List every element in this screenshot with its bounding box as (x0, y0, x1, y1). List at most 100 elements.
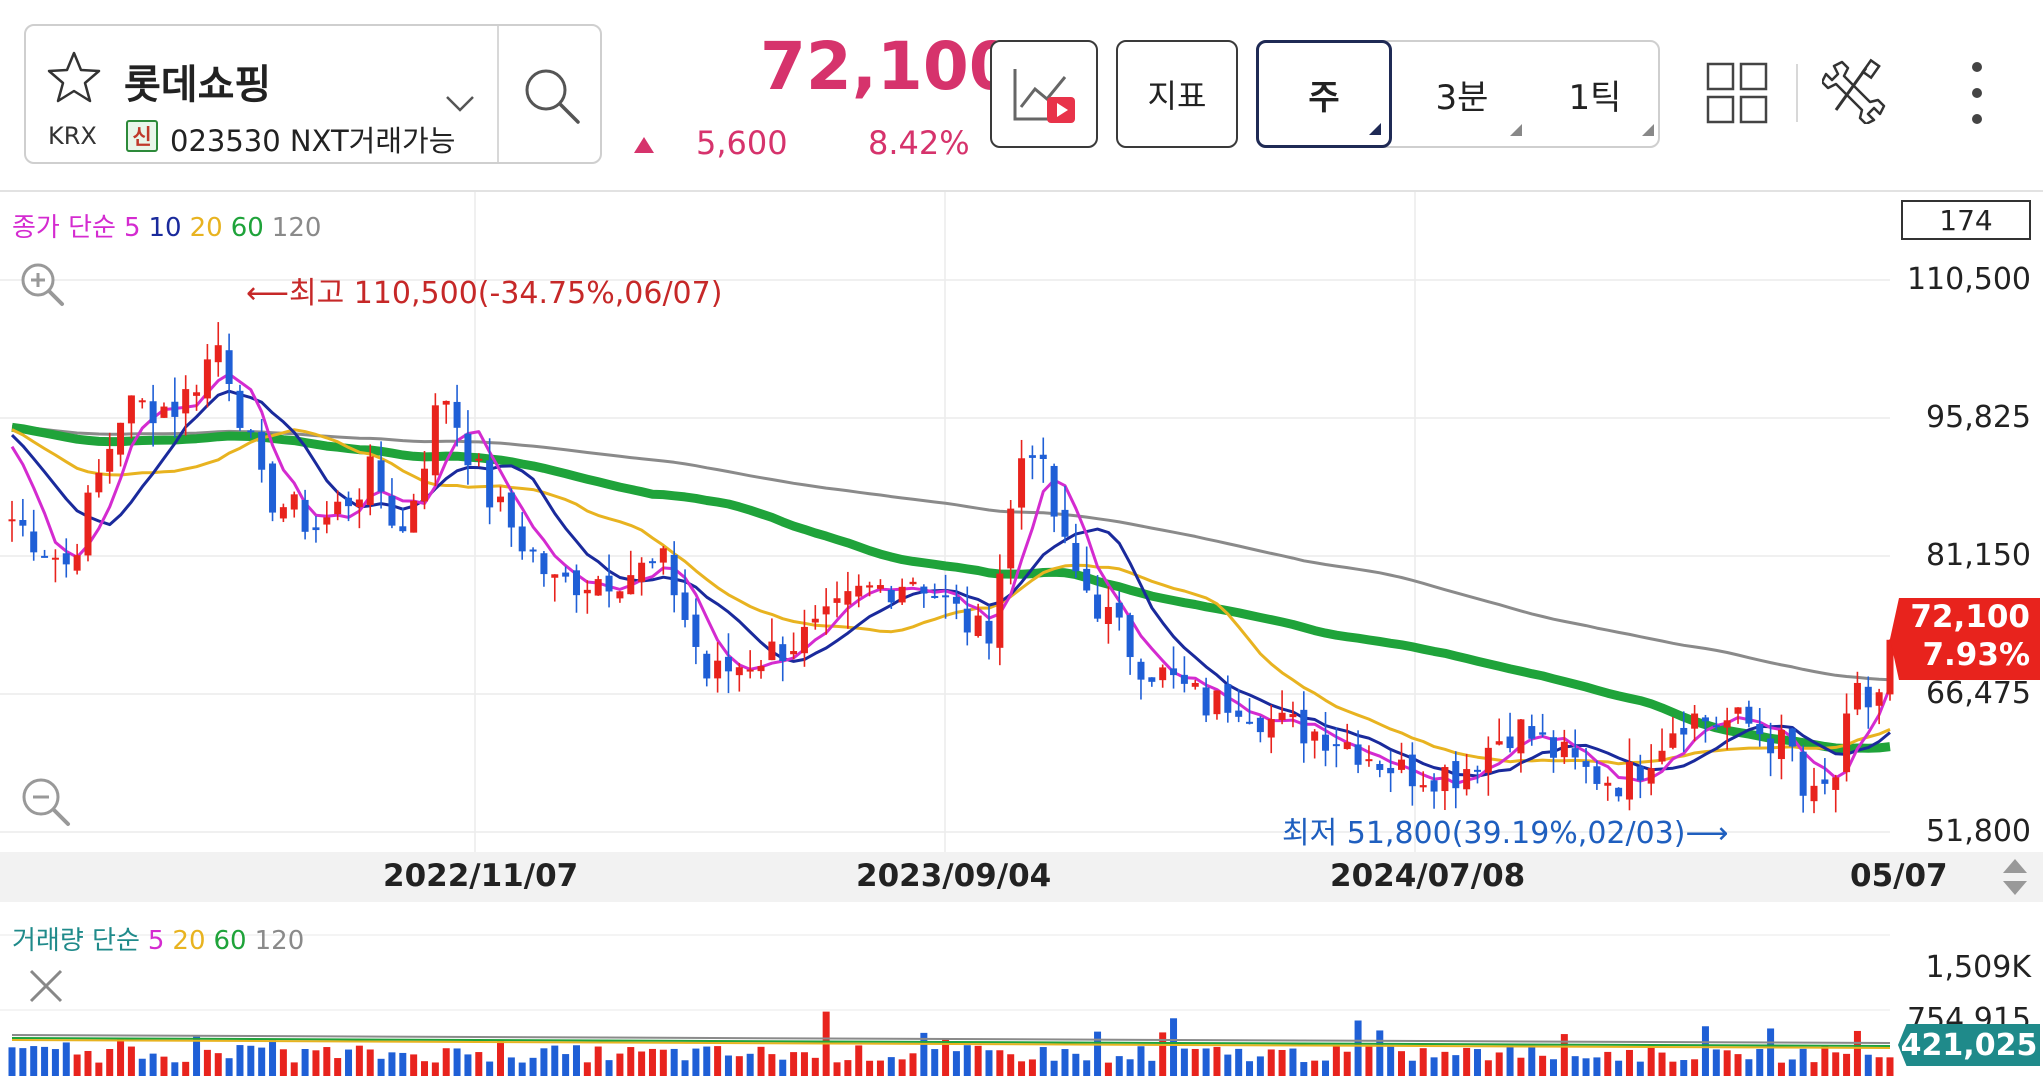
candle (1463, 769, 1471, 790)
period-1tick-button[interactable]: 1틱 (1528, 42, 1662, 146)
chart-video-button[interactable] (990, 40, 1098, 148)
candle (876, 585, 884, 589)
x-axis-band[interactable] (0, 852, 2043, 902)
candle (1734, 707, 1742, 714)
candle (1799, 751, 1807, 796)
volume-bar (1343, 1051, 1351, 1076)
volume-bar (160, 1056, 168, 1076)
candle (1582, 761, 1590, 767)
candle (1094, 594, 1102, 619)
stock-selector[interactable]: 롯데쇼핑 KRX 신 023530 NXT거래가능 (24, 24, 602, 164)
candle (496, 496, 504, 503)
candle (942, 595, 950, 598)
search-icon[interactable] (516, 60, 588, 132)
candle (529, 549, 537, 552)
candle-count-box[interactable]: 174 (1901, 200, 2031, 240)
candle (1615, 787, 1623, 797)
period-3min-button[interactable]: 3분 (1394, 42, 1530, 146)
volume-bar (1213, 1046, 1221, 1076)
indicator-button[interactable]: 지표 (1116, 40, 1238, 148)
candle (746, 669, 754, 672)
volume-bar (1701, 1026, 1709, 1076)
volume-bar (1430, 1057, 1438, 1076)
candle (1180, 674, 1188, 684)
candle (1018, 458, 1026, 508)
volume-bar (692, 1048, 700, 1076)
volume-bar (1408, 1060, 1416, 1076)
volume-bar (290, 1062, 298, 1076)
candle (1767, 738, 1775, 754)
candle (1115, 602, 1123, 618)
candle (334, 501, 342, 515)
volume-bar (1289, 1048, 1297, 1076)
candle (551, 574, 559, 578)
volume-bar (1018, 1061, 1026, 1076)
candle (312, 527, 320, 531)
volume-bar (1235, 1048, 1243, 1076)
candle (1061, 509, 1069, 537)
candle (724, 656, 732, 672)
ma10-legend: 10 (148, 213, 182, 243)
volume-bar (1767, 1028, 1775, 1076)
candle (1354, 744, 1362, 765)
volume-bar (1170, 1018, 1178, 1076)
candle (1636, 766, 1644, 781)
volume-bar (486, 1061, 494, 1076)
candle (800, 626, 808, 654)
favorite-star-icon[interactable] (44, 48, 104, 108)
volume-bar (345, 1049, 353, 1076)
zoom-out-icon[interactable] (18, 774, 72, 828)
volume-bar (1072, 1053, 1080, 1076)
current-price-tag: 72,100 7.93% (1890, 598, 2040, 680)
candle (1202, 687, 1210, 716)
volume-bar (811, 1057, 819, 1076)
volume-bar (920, 1032, 928, 1076)
volume-legend[interactable]: 거래량 단순 5 20 60 120 (12, 920, 312, 957)
candle (1875, 692, 1883, 706)
scroll-updown-icon[interactable] (2000, 856, 2030, 898)
volume-bar (638, 1051, 646, 1076)
volume-bar (1126, 1059, 1134, 1076)
tools-icon[interactable] (1822, 58, 1888, 124)
volume-bar (1517, 1057, 1525, 1076)
candle (1289, 714, 1297, 718)
candle (355, 499, 363, 508)
candle (19, 520, 27, 526)
volume-bar (931, 1049, 939, 1076)
current-volume-tag: 421,025 (1898, 1024, 2040, 1066)
volume-bar (1669, 1061, 1677, 1076)
candle (670, 554, 678, 596)
period-week-button[interactable]: 주 (1256, 40, 1392, 148)
volume-bar (1094, 1031, 1102, 1076)
volume-bar (735, 1056, 743, 1076)
close-icon[interactable] (26, 966, 66, 1006)
volume-bar (1756, 1049, 1764, 1076)
volume-bar (572, 1045, 580, 1076)
candle (1191, 682, 1199, 687)
volume-bar (1549, 1059, 1557, 1076)
market-label: KRX (48, 122, 97, 150)
volume-bar (1028, 1059, 1036, 1076)
price-change: 5,600 (696, 124, 788, 162)
vma60-legend: 60 (213, 926, 247, 956)
volume-legend-label: 거래량 단순 (12, 926, 140, 956)
volume-bar (84, 1050, 92, 1076)
volume-bar (171, 1062, 179, 1076)
volume-bar (8, 1047, 16, 1076)
volume-bar (616, 1053, 624, 1076)
volume-bar (659, 1049, 667, 1076)
more-vertical-icon[interactable] (1958, 58, 1996, 128)
stock-code: 023530 NXT거래가능 (170, 124, 456, 158)
ma-legend[interactable]: 종가 단순 5 10 20 60 120 (12, 207, 329, 244)
candle (1549, 737, 1557, 758)
volume-bar (279, 1049, 287, 1076)
volume-bar (866, 1060, 874, 1076)
chevron-down-icon[interactable] (444, 92, 476, 114)
ma5-line (10, 372, 1892, 786)
zoom-in-icon[interactable] (18, 260, 66, 308)
grid-layout-icon[interactable] (1706, 62, 1768, 124)
volume-bar (334, 1058, 342, 1076)
volume-bar (703, 1046, 711, 1076)
volume-bar (1745, 1059, 1753, 1076)
